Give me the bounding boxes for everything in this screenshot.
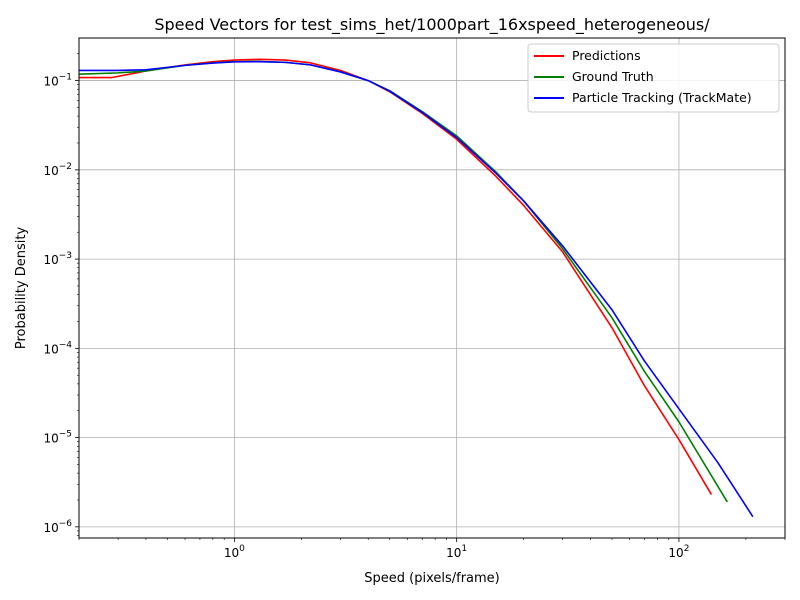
x-axis-label: Speed (pixels/frame) [364, 571, 500, 586]
y-tick-label-4: 10−2 [43, 162, 72, 178]
y-tick-label-2: 10−4 [43, 340, 72, 356]
grid [79, 38, 785, 538]
legend-label-predictions: Predictions [572, 48, 641, 63]
legend-label-ground-truth: Ground Truth [572, 69, 654, 84]
x-tick-label-0: 100 [224, 544, 245, 560]
legend-box [527, 43, 780, 113]
axis-ticks: 100 101 102 10−6 10−5 10−4 10−3 10−2 10−1 [43, 53, 786, 560]
series-lines [78, 58, 754, 518]
y-tick-label-0: 10−6 [43, 519, 72, 535]
series-line-ground-truth [78, 60, 728, 503]
plot-frame [78, 37, 786, 539]
series-line-predictions [79, 58, 713, 495]
y-tick-label-1: 10−5 [43, 430, 72, 446]
y-tick-label-3: 10−3 [43, 251, 72, 267]
series-line-trackmate [79, 60, 754, 518]
y-tick-label-5: 10−1 [43, 73, 72, 89]
y-axis-label: Probability Density [14, 227, 29, 350]
chart-title: Speed Vectors for test_sims_het/1000part… [154, 15, 710, 35]
x-tick-label-2: 102 [668, 544, 689, 560]
legend-label-trackmate: Particle Tracking (TrackMate) [572, 90, 752, 105]
legend: Predictions Ground Truth Particle Tracki… [527, 43, 780, 113]
x-tick-label-1: 101 [446, 544, 467, 560]
